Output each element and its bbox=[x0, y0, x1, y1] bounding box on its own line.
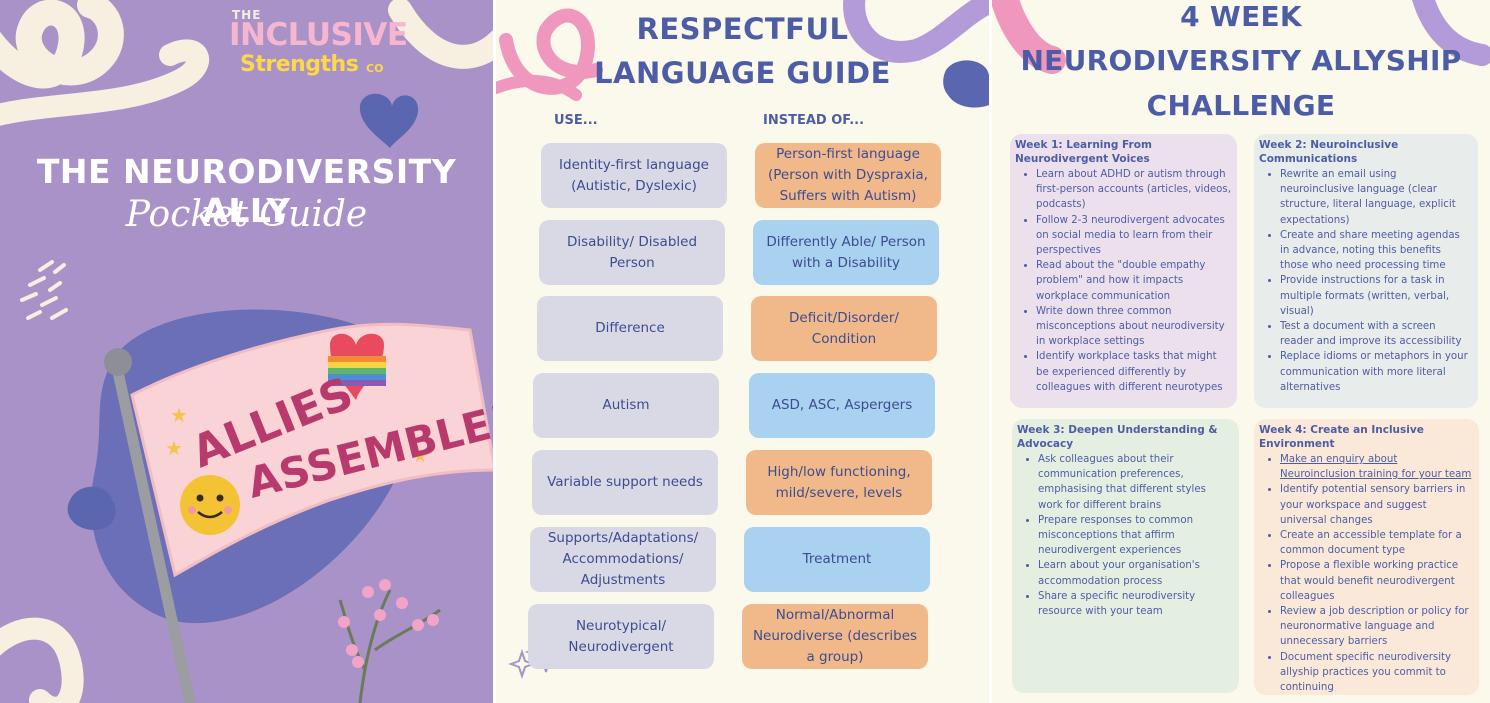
challenge-title-line-3: CHALLENGE bbox=[1146, 89, 1336, 122]
list-item: Document specific neurodiversity allyshi… bbox=[1280, 650, 1473, 696]
instead-box: Person-first language (Person with Dyspr… bbox=[755, 143, 941, 208]
week-1-card: Week 1: Learning From Neurodivergent Voi… bbox=[1010, 134, 1237, 408]
instead-header: INSTEAD OF... bbox=[763, 113, 865, 128]
week-3-card: Week 3: Deepen Understanding & Advocacy … bbox=[1012, 419, 1239, 693]
challenge-panel: 4 WEEK NEURODIVERSITY ALLYSHIP CHALLENGE… bbox=[992, 0, 1490, 703]
blue-heart-scribble bbox=[359, 93, 419, 148]
use-box: Disability/ Disabled Person bbox=[539, 220, 725, 285]
instead-box: ASD, ASC, Aspergers bbox=[749, 373, 935, 438]
list-item: Create an accessible template for a comm… bbox=[1280, 528, 1473, 558]
list-item: Identify workplace tasks that might be e… bbox=[1036, 349, 1231, 395]
instead-box: Treatment bbox=[744, 527, 930, 592]
list-item: Write down three common misconceptions a… bbox=[1036, 304, 1231, 350]
blue-scribble bbox=[943, 60, 989, 108]
list-item: Test a document with a screen reader and… bbox=[1280, 319, 1472, 349]
flag-lettering: ALLIES ASSEMBLE! bbox=[185, 368, 493, 508]
instead-box: Differently Able/ Person with a Disabili… bbox=[753, 220, 939, 285]
guide-title-line-1: RESPECTFUL bbox=[636, 12, 849, 46]
language-guide-panel: RESPECTFUL LANGUAGE GUIDE USE... INSTEAD… bbox=[496, 0, 989, 703]
week-2-title: Week 2: Neuroinclusive Communications bbox=[1259, 139, 1399, 165]
flower-buds bbox=[338, 579, 439, 668]
instead-box: Normal/Abnormal Neurodiverse (describes … bbox=[742, 604, 928, 669]
week-4-card: Week 4: Create an Inclusive Environment … bbox=[1254, 419, 1479, 695]
white-dashes bbox=[20, 260, 68, 320]
use-header: USE... bbox=[554, 113, 598, 128]
week-1-title: Week 1: Learning From Neurodivergent Voi… bbox=[1015, 139, 1152, 165]
week-3-title: Week 3: Deepen Understanding & Advocacy bbox=[1017, 424, 1218, 450]
purple-squiggle bbox=[1412, 0, 1490, 66]
guide-title-line-2: LANGUAGE GUIDE bbox=[594, 56, 891, 90]
blue-scribble-small bbox=[67, 486, 116, 530]
star-icon: ★ bbox=[165, 436, 183, 460]
list-item: Read about the "double empathy problem" … bbox=[1036, 258, 1231, 304]
list-item: Review a job description or policy for n… bbox=[1280, 604, 1473, 650]
list-item: Replace idioms or metaphors in your comm… bbox=[1280, 349, 1472, 395]
smiley-icon bbox=[180, 475, 240, 535]
pink-brush-stroke bbox=[992, 0, 1066, 74]
flag-pole bbox=[112, 370, 196, 703]
logo-inclusive: INCLUSIVE bbox=[229, 17, 408, 53]
logo-the: THE bbox=[232, 8, 262, 22]
list-item: Provide instructions for a task in multi… bbox=[1280, 273, 1472, 319]
use-box: Variable support needs bbox=[532, 450, 718, 515]
list-item: Prepare responses to common misconceptio… bbox=[1038, 513, 1233, 559]
squiggle-bottom-left bbox=[0, 617, 84, 703]
cover-panel: ★ ★ ★ THE INCLUSIVE Strengths CO THE NEU… bbox=[0, 0, 493, 703]
use-box: Neurotypical/ Neurodivergent bbox=[528, 604, 714, 669]
squiggle-left-wave bbox=[0, 39, 209, 126]
star-icon: ★ bbox=[412, 446, 428, 467]
star-icon: ★ bbox=[170, 403, 188, 427]
week-3-list: Ask colleagues about their communication… bbox=[1017, 452, 1233, 619]
week-4-title: Week 4: Create an Inclusive Environment bbox=[1259, 424, 1424, 450]
guide-decorations bbox=[496, 0, 989, 680]
list-item: Follow 2-3 neurodivergent advocates on s… bbox=[1036, 213, 1231, 259]
week-2-list: Rewrite an email using neuroinclusive la… bbox=[1259, 167, 1472, 395]
week-1-list: Learn about ADHD or autism through first… bbox=[1015, 167, 1231, 395]
instead-box: Deficit/Disorder/ Condition bbox=[751, 296, 937, 361]
list-item[interactable]: Make an enquiry about Neuroinclusion tra… bbox=[1280, 452, 1473, 482]
challenge-title-line-1: 4 WEEK bbox=[1180, 0, 1302, 33]
logo-strengths: Strengths bbox=[240, 52, 359, 77]
squiggle-top-left bbox=[0, 0, 124, 89]
list-item: Identify potential sensory barriers in y… bbox=[1280, 482, 1473, 528]
logo-co: CO bbox=[366, 62, 384, 75]
pink-curve bbox=[496, 74, 582, 101]
week-2-card: Week 2: Neuroinclusive Communications Re… bbox=[1254, 134, 1478, 408]
rainbow-heart-icon bbox=[328, 333, 386, 400]
use-box: Difference bbox=[537, 296, 723, 361]
squiggle-top-right bbox=[388, 0, 493, 69]
enquiry-link[interactable]: Make an enquiry about Neuroinclusion tra… bbox=[1280, 454, 1472, 481]
cover-subtitle: Pocket Guide bbox=[125, 194, 368, 235]
list-item: Propose a flexible working practice that… bbox=[1280, 558, 1473, 604]
list-item: Learn about your organisation's accommod… bbox=[1038, 558, 1233, 588]
list-item: Ask colleagues about their communication… bbox=[1038, 452, 1233, 513]
cover-decorations: ★ ★ ★ bbox=[0, 0, 493, 703]
challenge-decorations bbox=[992, 0, 1490, 74]
challenge-title-line-2: NEURODIVERSITY ALLYSHIP bbox=[1020, 44, 1462, 77]
list-item: Share a specific neurodiversity resource… bbox=[1038, 589, 1233, 619]
use-box: Identity-first language (Autistic, Dysle… bbox=[541, 143, 727, 208]
cover-title: THE NEURODIVERSITY ALLY bbox=[36, 152, 457, 230]
list-item: Rewrite an email using neuroinclusive la… bbox=[1280, 167, 1472, 228]
instead-box: High/low functioning, mild/severe, level… bbox=[746, 450, 932, 515]
list-item: Learn about ADHD or autism through first… bbox=[1036, 167, 1231, 213]
purple-arc bbox=[843, 0, 989, 63]
flag-pole-top bbox=[104, 348, 132, 376]
list-item: Create and share meeting agendas in adva… bbox=[1280, 228, 1472, 274]
week-4-list: Make an enquiry about Neuroinclusion tra… bbox=[1259, 452, 1473, 695]
use-box: Autism bbox=[533, 373, 719, 438]
use-box: Supports/Adaptations/ Accommodations/ Ad… bbox=[530, 527, 716, 592]
